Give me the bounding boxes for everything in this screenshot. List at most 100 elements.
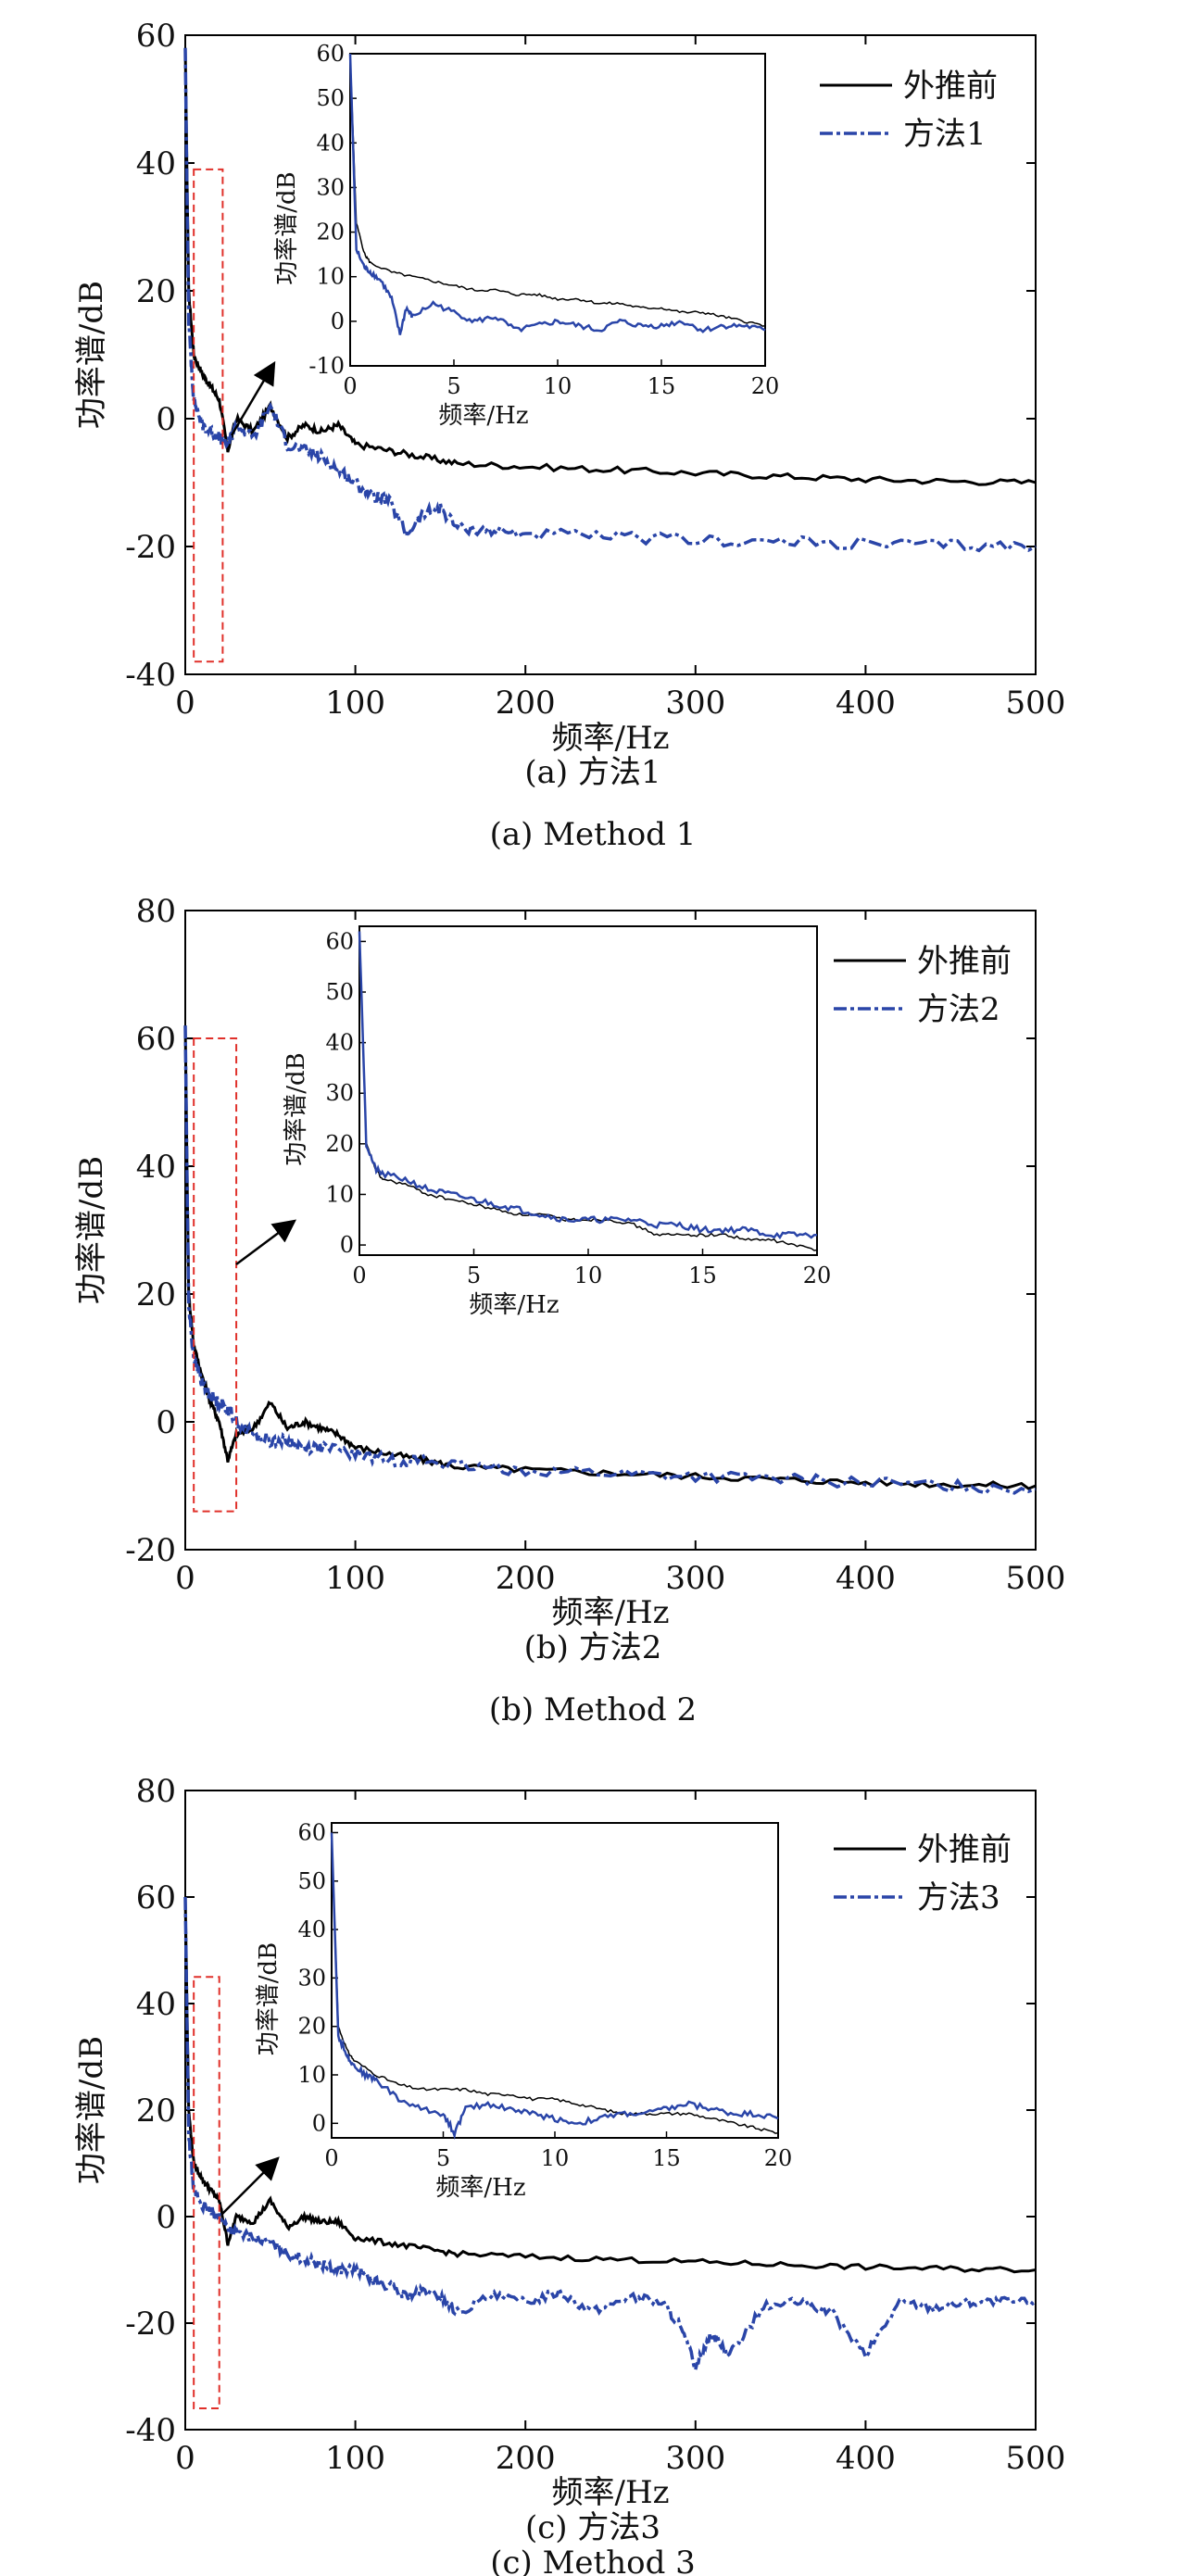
inset-y-tick-label: 40 — [325, 1030, 354, 1056]
inset-y-tick-label: 10 — [325, 1181, 354, 1207]
y-tick-label: 80 — [136, 893, 176, 930]
x-axis-label: 频率/Hz — [551, 1594, 669, 1631]
x-tick-label: 500 — [1006, 685, 1066, 722]
y-tick-label: 40 — [136, 1986, 176, 2023]
inset-x-tick-label: 5 — [446, 373, 460, 399]
legend-label: 方法2 — [917, 991, 1000, 1028]
inset-x-tick-label: 5 — [436, 2145, 450, 2171]
inset-y-tick-label: 10 — [297, 2062, 326, 2088]
inset-x-tick-label: 0 — [343, 373, 357, 399]
y-axis-label: 功率谱/dB — [73, 2036, 110, 2184]
plot-frame — [184, 34, 1037, 675]
inset-x-tick-label: 0 — [324, 2145, 338, 2171]
series-group — [183, 1025, 1037, 1495]
inset-y-tick-label: 20 — [297, 2014, 326, 2040]
inset-series-line-before — [358, 931, 818, 1251]
y-tick-label: 40 — [136, 1149, 176, 1186]
x-tick-label: 500 — [1006, 1560, 1066, 1597]
inset-x-tick-label: 5 — [467, 1263, 481, 1288]
y-tick-label: 60 — [136, 1021, 176, 1058]
y-axis-label: 功率谱/dB — [73, 281, 110, 429]
y-tick-label: -40 — [125, 2412, 176, 2449]
inset-frame — [349, 53, 766, 367]
inset-y-tick-label: 60 — [316, 41, 345, 67]
x-tick-label: 500 — [1006, 2440, 1066, 2477]
inset-x-axis-label: 频率/Hz — [435, 2174, 525, 2202]
inset-x-tick-label: 0 — [352, 1263, 366, 1288]
y-tick-label: -20 — [125, 2306, 176, 2343]
legend-label: 外推前 — [917, 943, 1012, 980]
inset-y-tick-label: 60 — [325, 928, 354, 954]
legend-label: 外推前 — [903, 68, 998, 105]
inset-y-tick-label: 50 — [316, 85, 345, 111]
x-tick-label: 100 — [325, 1560, 385, 1597]
inset-y-tick-label: 60 — [297, 1819, 326, 1845]
series-group — [183, 47, 1037, 553]
caption-english: (b) Method 2 — [489, 1691, 697, 1728]
caption-english: (c) Method 3 — [490, 2545, 696, 2576]
x-tick-label: 400 — [836, 685, 896, 722]
y-tick-label: 20 — [136, 273, 176, 310]
y-tick-label: 60 — [136, 1879, 176, 1916]
x-tick-label: 0 — [175, 1560, 195, 1597]
inset-series-line-method — [330, 1832, 779, 2141]
inset-y-axis-label: 功率谱/dB — [283, 1052, 310, 1166]
inset-y-tick-label: 30 — [297, 1965, 326, 1991]
inset-series-line-method — [358, 931, 818, 1240]
y-tick-label: 20 — [136, 2092, 176, 2130]
caption-chinese: (c) 方法3 — [525, 2509, 660, 2546]
zoom-region-box — [193, 1037, 238, 1513]
inset-series-line-before — [331, 1832, 779, 2134]
y-tick-label: 80 — [136, 1773, 176, 1810]
zoom-arrow — [235, 1219, 297, 1266]
inset-y-tick-label: 40 — [316, 130, 345, 156]
y-tick-label: -40 — [125, 657, 176, 694]
inset-y-tick-label: 0 — [331, 308, 345, 334]
x-tick-label: 0 — [175, 2440, 195, 2477]
inset-chart: 0 10 20 30 40 50 60 0 5 10 15 20 频率/Hz 功率谱/dB — [255, 1819, 792, 2202]
x-axis-label: 频率/Hz — [551, 720, 669, 757]
caption-english: (a) Method 1 — [490, 816, 697, 853]
x-tick-label: 200 — [496, 685, 556, 722]
x-tick-label: 200 — [496, 2440, 556, 2477]
inset-y-tick-label: 10 — [316, 264, 345, 290]
x-tick-label: 300 — [665, 685, 725, 722]
inset-frame — [331, 1822, 779, 2139]
inset-x-tick-label: 20 — [803, 1263, 832, 1288]
inset-y-tick-label: 50 — [325, 979, 354, 1005]
x-tick-label: 100 — [325, 2440, 385, 2477]
inset-series-line-before — [349, 53, 766, 327]
inset-frame — [358, 925, 818, 1256]
inset-y-tick-label: 20 — [316, 220, 345, 245]
zoom-region-box — [193, 1976, 220, 2409]
inset-y-tick-label: 40 — [297, 1916, 326, 1942]
x-tick-label: 400 — [836, 1560, 896, 1597]
x-axis-label: 频率/Hz — [551, 2474, 669, 2511]
series-line-method — [183, 1025, 1037, 1495]
series-group — [183, 1896, 1037, 2376]
legend-label: 外推前 — [917, 1831, 1012, 1868]
x-tick-label: 400 — [836, 2440, 896, 2477]
series-line-before — [183, 47, 1037, 486]
inset-y-tick-label: -10 — [308, 353, 345, 379]
inset-y-tick-label: 20 — [325, 1131, 354, 1157]
inset-y-axis-label: 功率谱/dB — [255, 1942, 283, 2056]
inset-x-tick-label: 20 — [751, 373, 780, 399]
y-tick-label: -20 — [125, 1532, 176, 1569]
inset-y-tick-label: 0 — [312, 2110, 326, 2136]
y-tick-label: 60 — [136, 18, 176, 55]
legend-label: 方法1 — [903, 116, 987, 153]
inset-x-tick-label: 10 — [541, 2145, 570, 2171]
inset-x-tick-label: 10 — [574, 1263, 603, 1288]
inset-x-tick-label: 20 — [764, 2145, 793, 2171]
plot-frame — [184, 910, 1037, 1551]
inset-x-tick-label: 15 — [652, 2145, 681, 2171]
series-line-before — [183, 1025, 1037, 1490]
series-line-before — [183, 1896, 1037, 2274]
series-line-method — [183, 47, 1037, 553]
caption-chinese: (a) 方法1 — [524, 754, 660, 791]
